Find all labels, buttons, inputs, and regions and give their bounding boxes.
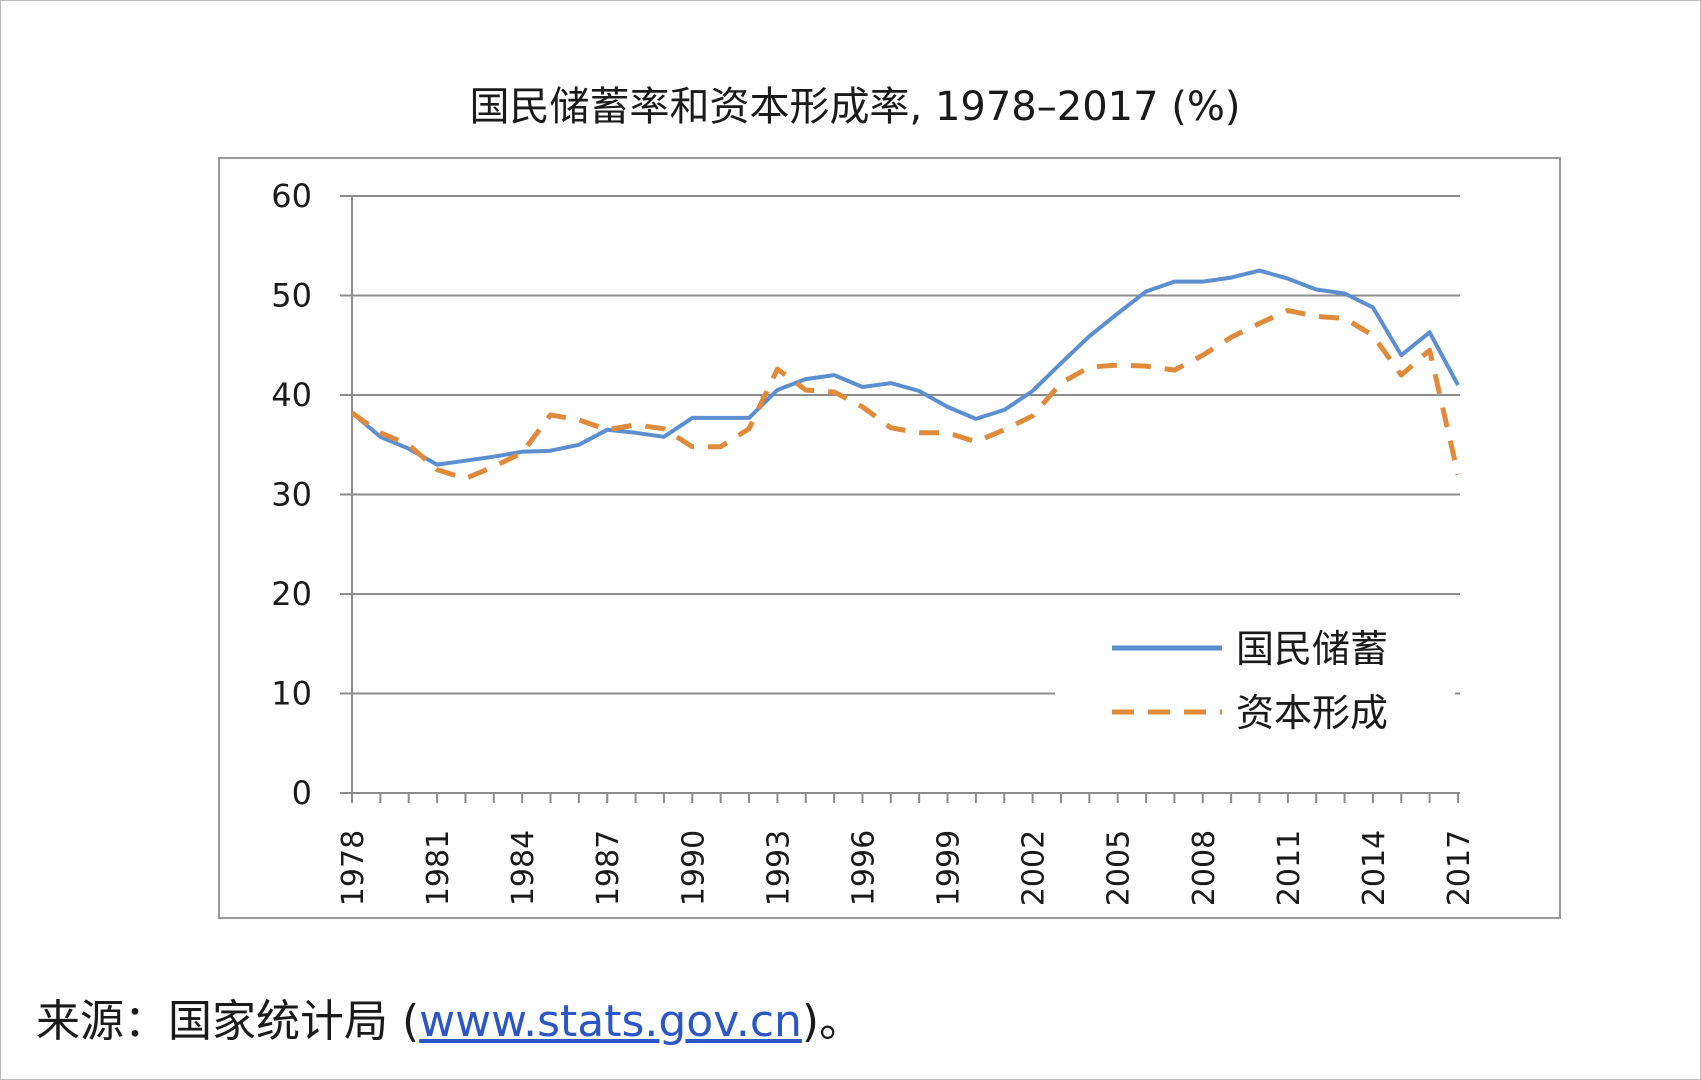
source-link[interactable]: www.stats.gov.cn [419, 996, 802, 1047]
source-note: 来源：国家统计局 (www.stats.gov.cn)。 [36, 992, 863, 1052]
x-tick-label: 1993 [761, 830, 796, 906]
y-tick-label: 60 [271, 177, 312, 215]
plot-frame [218, 157, 1561, 919]
x-tick-label: 2005 [1102, 830, 1137, 906]
y-tick-label: 30 [271, 476, 312, 514]
source-prefix: 来源：国家统计局 ( [36, 996, 420, 1047]
axes: 0 10 20 30 40 50 60 1978 1981 1984 1987 1990 1993 199… [271, 177, 1477, 906]
source-suffix: )。 [801, 996, 864, 1047]
series-lines [350, 268, 1461, 482]
x-tick-label: 2008 [1187, 830, 1222, 906]
x-tick-label: 2017 [1442, 830, 1477, 906]
y-tick-label: 50 [271, 277, 312, 315]
y-tick-label: 10 [271, 675, 312, 713]
y-tick-label: 20 [271, 575, 312, 613]
legend-background [1055, 620, 1455, 738]
x-tick-label: 2014 [1357, 830, 1392, 906]
legend-label-2: 资本形成 [1236, 691, 1388, 735]
y-tick-label: 0 [292, 774, 312, 812]
x-tick-label: 1999 [932, 830, 967, 906]
x-tick-label: 1987 [591, 830, 626, 906]
x-tick-label: 1990 [676, 830, 711, 906]
x-tick-label: 1978 [336, 830, 371, 906]
x-tick-label: 2011 [1272, 830, 1307, 906]
series-line-2 [350, 307, 1461, 482]
x-tick-label: 2002 [1017, 830, 1052, 906]
x-tick-label: 1984 [506, 830, 541, 906]
series-line-1 [350, 268, 1460, 467]
x-tick-label: 1996 [846, 830, 881, 906]
x-tick-label: 1981 [421, 830, 456, 906]
legend-label-1: 国民储蓄 [1236, 627, 1388, 671]
y-tick-label: 40 [271, 376, 312, 414]
chart-title: 国民储蓄率和资本形成率, 1978–2017 (%) [470, 84, 1241, 130]
gridlines [340, 195, 1460, 695]
